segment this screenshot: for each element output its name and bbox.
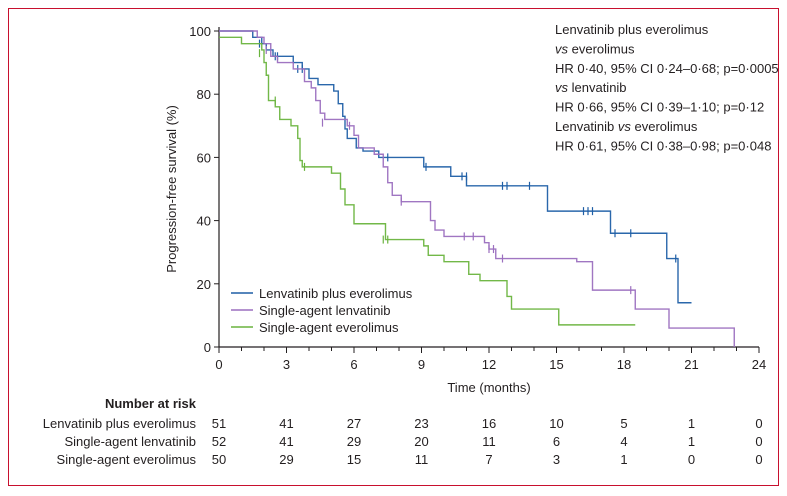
axes: 0 20 40 60 80 100 0 3 6 9 12 15 18 21 24 <box>189 24 766 372</box>
risk-cell: 29 <box>347 434 361 449</box>
y-tick-label: 60 <box>197 150 211 165</box>
legend-label: Single-agent lenvatinib <box>259 303 391 318</box>
legend-label: Lenvatinib plus everolimus <box>259 286 413 301</box>
annotation-line: HR 0·61, 95% CI 0·38–0·98; p=0·048 <box>555 138 771 153</box>
risk-cell: 11 <box>415 452 429 467</box>
risk-cell: 10 <box>549 416 563 431</box>
legend-label: Single-agent everolimus <box>259 320 399 335</box>
risk-cell: 1 <box>620 452 627 467</box>
risk-cell: 3 <box>553 452 560 467</box>
risk-row-label: Lenvatinib plus everolimus <box>43 416 197 431</box>
x-tick-label: 21 <box>684 357 698 372</box>
risk-row-label: Single-agent everolimus <box>57 452 197 467</box>
risk-cell: 52 <box>212 434 226 449</box>
x-tick-label: 15 <box>549 357 563 372</box>
risk-cell: 1 <box>688 416 695 431</box>
x-tick-label: 12 <box>482 357 496 372</box>
annotation-line: vs lenvatinib <box>555 80 627 95</box>
risk-cell: 0 <box>688 452 695 467</box>
x-tick-label: 18 <box>617 357 631 372</box>
risk-cell: 23 <box>414 416 428 431</box>
y-tick-label: 20 <box>197 277 211 292</box>
risk-cell: 16 <box>482 416 496 431</box>
y-tick-label: 80 <box>197 87 211 102</box>
x-tick-label: 3 <box>283 357 290 372</box>
x-tick-label: 0 <box>215 357 222 372</box>
annotation-line: HR 0·40, 95% CI 0·24–0·68; p=0·0005 <box>555 61 779 76</box>
x-axis-label: Time (months) <box>447 380 530 395</box>
x-tick-label: 6 <box>350 357 357 372</box>
hr-annotation: Lenvatinib plus everolimus vs everolimus H… <box>555 22 779 153</box>
risk-cell: 0 <box>755 416 762 431</box>
risk-cell: 4 <box>620 434 627 449</box>
risk-cell: 15 <box>347 452 361 467</box>
risk-cell: 7 <box>485 452 492 467</box>
risk-cell: 41 <box>279 434 293 449</box>
risk-table-heading: Number at risk <box>105 396 197 411</box>
risk-cell: 29 <box>279 452 293 467</box>
y-tick-label: 100 <box>189 24 211 39</box>
figure-frame <box>8 8 779 486</box>
y-tick-label: 40 <box>197 214 211 229</box>
legend: Lenvatinib plus everolimus Single-agent l… <box>231 286 413 335</box>
risk-cell: 27 <box>347 416 361 431</box>
risk-cell: 1 <box>688 434 695 449</box>
risk-cell: 6 <box>553 434 560 449</box>
annotation-line: Lenvatinib vs everolimus <box>555 119 698 134</box>
y-axis-label: Progression-free survival (%) <box>164 105 179 273</box>
annotation-line: Lenvatinib plus everolimus <box>555 22 709 37</box>
annotation-line: HR 0·66, 95% CI 0·39–1·10; p=0·12 <box>555 100 764 115</box>
risk-cell: 51 <box>212 416 226 431</box>
y-tick-label: 0 <box>204 340 211 355</box>
survival-curves <box>219 30 735 347</box>
risk-row-label: Single-agent lenvatinib <box>64 434 196 449</box>
risk-cell: 5 <box>620 416 627 431</box>
km-curve-3 <box>219 36 636 326</box>
km-curve-2 <box>219 30 735 347</box>
x-tick-label: 24 <box>752 357 766 372</box>
x-tick-label: 9 <box>418 357 425 372</box>
risk-cell: 20 <box>414 434 428 449</box>
km-curve-1 <box>219 30 692 304</box>
risk-cell: 41 <box>279 416 293 431</box>
risk-table: Number at risk Lenvatinib plus everolimus… <box>43 396 763 467</box>
risk-cell: 0 <box>755 434 762 449</box>
risk-cell: 0 <box>755 452 762 467</box>
risk-cell: 11 <box>482 434 496 449</box>
risk-cell: 50 <box>212 452 226 467</box>
annotation-line: vs everolimus <box>555 41 635 56</box>
